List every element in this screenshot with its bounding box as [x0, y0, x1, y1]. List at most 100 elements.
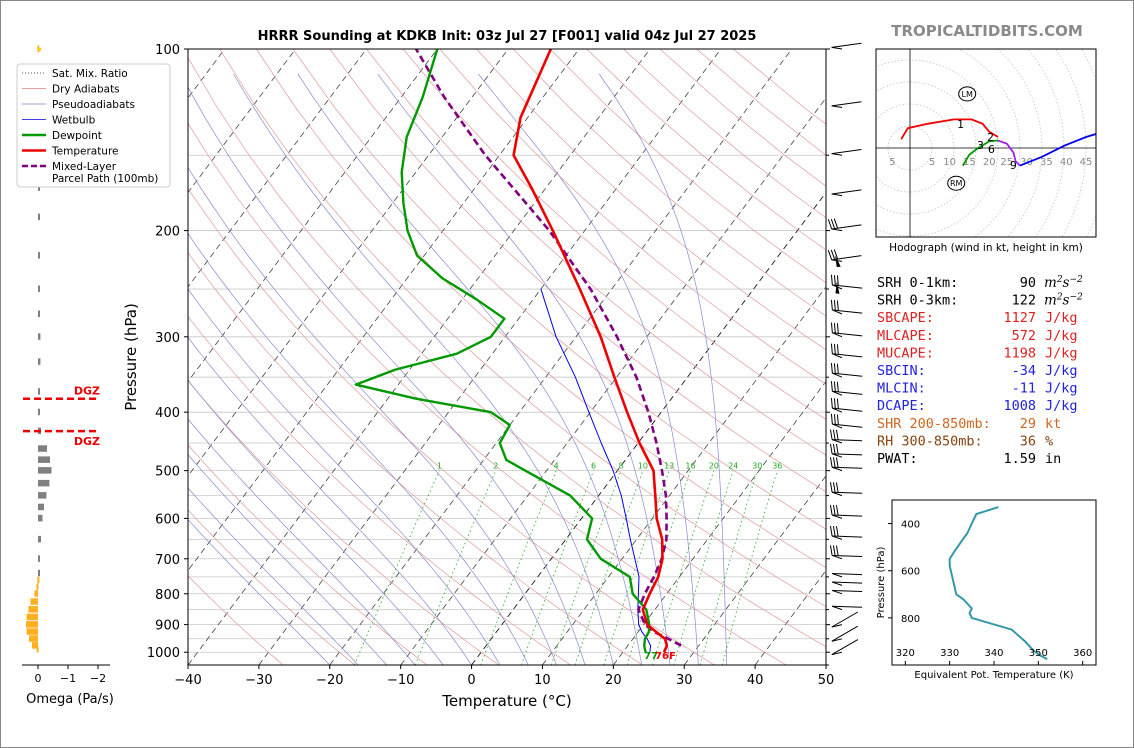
wind-barb	[829, 457, 863, 472]
pseudoadiabat-line	[188, 86, 586, 665]
param-name: PWAT:	[877, 451, 918, 467]
param-value: 1.59	[1003, 451, 1036, 467]
wind-barb	[831, 611, 859, 628]
omega-bar	[38, 535, 41, 543]
hodo-trace	[900, 118, 999, 140]
wind-barb-flag	[830, 299, 833, 311]
mixing-ratio-line	[626, 470, 691, 665]
hodo-ring-label: 35	[1040, 157, 1053, 168]
x-axis-label: Temperature (°C)	[441, 692, 571, 710]
wind-barb-stem	[832, 491, 863, 494]
omega-bar	[26, 613, 38, 621]
wind-barb	[831, 605, 863, 611]
wind-barb-flag	[833, 275, 836, 286]
legend-label: Sat. Mix. Ratio	[52, 68, 128, 80]
hodo-height-label: 2	[987, 131, 994, 144]
wind-barb-flag	[829, 545, 833, 556]
hodo-ring-label: 20	[983, 157, 996, 168]
chart-title: HRRR Sounding at KDKB Init: 03z Jul 27 […	[258, 29, 757, 44]
param-value: -34	[1012, 363, 1036, 379]
param-name: SRH 0-3km:	[877, 293, 958, 309]
wind-barb	[831, 101, 862, 108]
wind-barb-flag	[830, 249, 836, 260]
param-unit: kt	[1045, 416, 1061, 432]
wind-barb-flag	[829, 429, 833, 440]
wind-barb-shaft	[831, 589, 843, 595]
wind-barb-flag	[832, 457, 836, 468]
param-unit: J/kg	[1045, 381, 1078, 397]
param-name: MLCIN:	[877, 381, 926, 397]
omega-bar	[26, 628, 38, 635]
pseudoadiabat-line	[188, 487, 359, 665]
hodo-ring-label: 15	[963, 157, 976, 168]
mixing-ratio-label: 13	[664, 462, 674, 471]
wind-barb-stem	[832, 332, 863, 337]
dry-adiabat-line	[188, 509, 356, 665]
dry-adiabat-line	[188, 380, 500, 665]
thetae-y-label: Pressure (hPa)	[876, 547, 887, 619]
y-tick-label: 600	[155, 512, 180, 527]
wind-barb-flag	[829, 482, 833, 493]
y-axis-label: Pressure (hPa)	[122, 303, 140, 411]
wind-barb	[830, 343, 863, 359]
omega-bar	[38, 456, 50, 463]
dry-adiabat-line	[219, 49, 826, 608]
isotherm-line	[542, 286, 826, 665]
mixing-ratio-label: 36	[772, 462, 782, 471]
param-unit: J/kg	[1045, 363, 1078, 379]
wind-barb-flag	[836, 275, 839, 286]
omega-bar	[38, 514, 43, 522]
skewt-plot-area	[188, 49, 826, 665]
wind-barb-flag	[833, 363, 836, 374]
mixing-ratio-line	[603, 470, 670, 665]
wind-barb-shaft	[831, 514, 843, 519]
thetae-plot-area	[948, 506, 1048, 660]
wind-barb-flag	[830, 322, 833, 333]
wind-barb	[829, 525, 863, 540]
wind-barb-flag	[830, 218, 836, 229]
wind-barb-flag	[830, 362, 833, 374]
legend-label: Wetbulb	[52, 115, 96, 127]
wind-barb-stem	[831, 639, 859, 656]
wind-barb-pennant	[835, 255, 841, 268]
omega-bar	[38, 555, 40, 562]
skewt-panel: 1 2 4 6 8 10 13 16 20 24 30 36100200300400500600700…	[16, 43, 834, 710]
pseudoadiabat-line	[188, 379, 444, 665]
dry-adiabat-line	[188, 444, 428, 665]
y-tick-label: 800	[155, 588, 180, 603]
legend: Sat. Mix. Ratio Dry Adiabats Pseudoadiabat…	[16, 63, 171, 188]
pseudoadiabat-line	[297, 73, 643, 665]
omega-bar	[26, 621, 38, 628]
wind-barb-flag	[833, 398, 836, 409]
hodo-ring-label: 5	[889, 157, 895, 168]
wind-barb	[830, 274, 863, 294]
omega-bar	[38, 310, 40, 317]
isotherm-line	[471, 191, 826, 665]
hodo-trace	[962, 139, 999, 167]
y-tick-label: 400	[155, 406, 180, 421]
thetae-y-tick-label: 600	[901, 567, 920, 578]
thetae-y-tick-label: 800	[901, 614, 920, 625]
omega-bar	[38, 358, 41, 365]
wind-barb-stem	[832, 423, 863, 428]
wind-barb-flag	[833, 322, 836, 334]
wind-barb-shaft	[831, 573, 843, 578]
isotherm-line	[188, 49, 509, 477]
wind-barb-flag	[832, 429, 836, 440]
wind-barb	[831, 573, 863, 578]
wind-barb-flag	[830, 381, 833, 392]
thetae-x-label: Equivalent Pot. Temperature (K)	[914, 670, 1073, 681]
legend-label: Pseudoadiabats	[52, 99, 135, 111]
omega-bar	[29, 635, 38, 642]
omega-bar	[34, 590, 38, 597]
wind-barb-flag	[833, 218, 839, 229]
wind-barb	[831, 189, 862, 197]
wind-barb-stem	[831, 42, 862, 48]
wind-barb	[830, 397, 863, 413]
hodo-marker-circle	[958, 86, 977, 102]
omega-bar	[30, 598, 38, 605]
wind-barb-shaft	[832, 372, 843, 378]
omega-bar	[36, 646, 39, 653]
